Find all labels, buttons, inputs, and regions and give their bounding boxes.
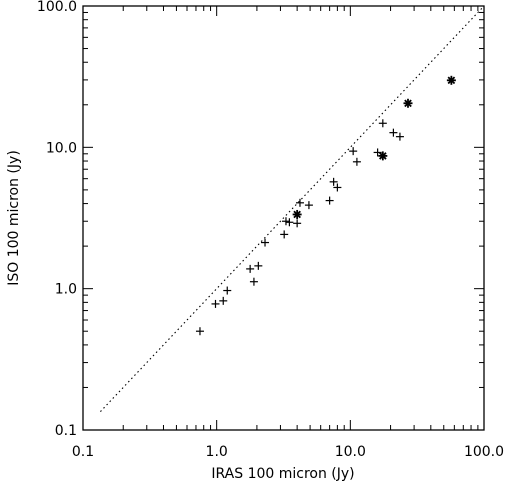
y-tick-label: 100.0: [37, 0, 77, 15]
plus-marker: [395, 132, 404, 141]
y-tick-label: 10.0: [46, 140, 77, 156]
plus-marker: [389, 128, 398, 137]
y-tick-label: 0.1: [55, 423, 77, 439]
x-tick-label: 10.0: [335, 444, 366, 460]
y-axis-ticks: 0.1 1.0 10.0 100.0: [37, 0, 484, 439]
x-tick-label: 0.1: [72, 444, 94, 460]
plus-marker: [304, 201, 313, 210]
reference-line-group: [100, 5, 485, 412]
plus-marker: [293, 219, 302, 228]
asterisk-marker: [292, 209, 302, 219]
plus-marker: [249, 277, 258, 286]
plus-marker: [285, 218, 294, 227]
plus-marker: [246, 264, 255, 273]
x-axis-ticks: 0.1 1.0 10.0 100.0: [72, 6, 504, 460]
x-axis-label: IRAS 100 micron (Jy): [211, 466, 354, 482]
plus-marker: [254, 261, 263, 270]
plus-marker: [325, 196, 334, 205]
plus-marker: [195, 327, 204, 336]
plus-marker: [281, 217, 290, 226]
y-axis-label: ISO 100 micron (Jy): [6, 150, 22, 286]
reference-line: [100, 5, 485, 412]
plot-frame: [82, 5, 485, 431]
plus-marker: [223, 286, 232, 295]
plus-marker: [349, 147, 358, 156]
asterisk-marker: [446, 75, 456, 85]
plus-marker: [378, 119, 387, 128]
plus-marker: [329, 177, 338, 186]
plus-marker: [280, 230, 289, 239]
plus-marker: [352, 157, 361, 166]
plus-marker: [295, 198, 304, 207]
y-tick-label: 1.0: [55, 282, 77, 298]
plus-marker: [261, 238, 270, 247]
asterisk-marker: [403, 98, 413, 108]
x-tick-label: 1.0: [206, 444, 228, 460]
plus-marker: [211, 299, 220, 308]
plus-marker: [333, 183, 342, 192]
x-tick-label: 100.0: [464, 444, 504, 460]
data-points: [195, 75, 456, 336]
plus-marker: [219, 296, 228, 305]
asterisk-marker: [378, 151, 388, 161]
